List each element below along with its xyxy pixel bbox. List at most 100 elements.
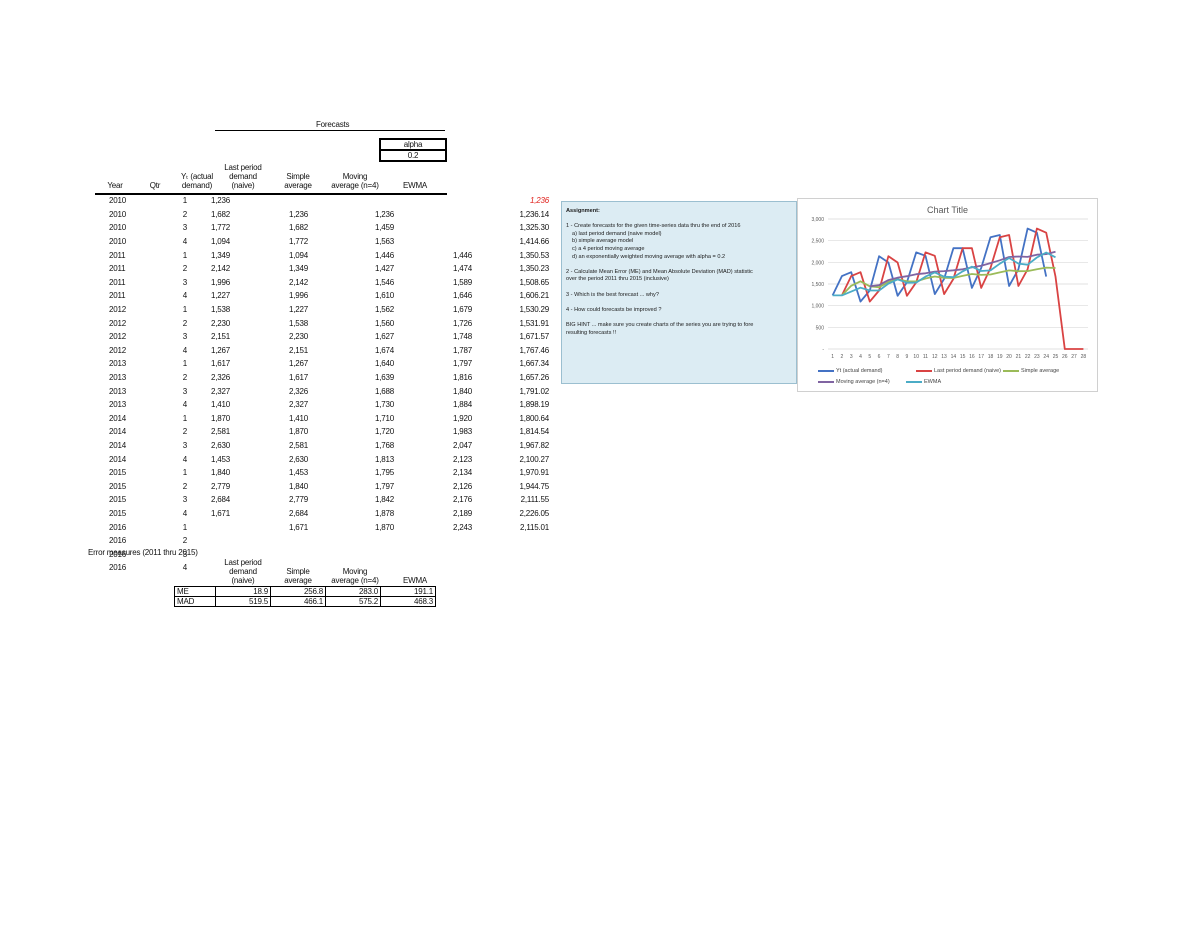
cell-ewma[interactable] xyxy=(503,547,549,561)
cell-simple[interactable]: 1,446 xyxy=(375,250,395,260)
cell-actual[interactable]: 1,772 xyxy=(211,223,231,233)
error-ma-cell[interactable]: 575.2 xyxy=(325,596,381,607)
cell-qtr[interactable]: 3 xyxy=(182,223,187,233)
cell-year[interactable]: 2015 xyxy=(109,508,126,518)
cell-simple[interactable]: 1,842 xyxy=(375,495,395,505)
cell-simple[interactable]: 1,459 xyxy=(375,223,395,233)
cell-actual[interactable]: 1,349 xyxy=(211,250,231,260)
cell-year[interactable]: 2012 xyxy=(109,345,126,355)
cell-ewma[interactable]: 1,814.54 xyxy=(519,427,549,437)
cell-ewma[interactable]: 1,667.34 xyxy=(519,359,549,369)
cell-naive[interactable]: 1,410 xyxy=(289,413,309,423)
cell-qtr[interactable]: 3 xyxy=(182,440,187,450)
cell-simple[interactable]: 1,797 xyxy=(375,481,395,491)
cell-simple[interactable]: 1,562 xyxy=(375,305,395,315)
cell-ma[interactable]: 2,134 xyxy=(453,468,473,478)
cell-simple[interactable]: 1,720 xyxy=(375,427,395,437)
error-simple-cell[interactable]: 256.8 xyxy=(270,586,326,597)
cell-naive[interactable]: 1,671 xyxy=(289,522,309,532)
cell-ma[interactable]: 2,189 xyxy=(453,508,473,518)
cell-qtr[interactable]: 1 xyxy=(182,359,187,369)
cell-ma[interactable]: 1,884 xyxy=(453,400,473,410)
cell-ewma[interactable]: 1,325.30 xyxy=(519,223,549,233)
cell-year[interactable]: 2014 xyxy=(109,427,126,437)
cell-ewma[interactable]: 1,898.19 xyxy=(519,400,549,410)
cell-actual[interactable] xyxy=(187,534,259,548)
cell-naive[interactable]: 1,538 xyxy=(289,318,309,328)
cell-qtr[interactable]: 1 xyxy=(182,468,187,478)
cell-simple[interactable]: 1,640 xyxy=(375,359,395,369)
cell-simple[interactable]: 1,610 xyxy=(375,291,395,301)
cell-ewma[interactable]: 1,606.21 xyxy=(519,291,549,301)
cell-actual[interactable]: 2,327 xyxy=(211,386,231,396)
cell-year[interactable]: 2011 xyxy=(109,264,126,274)
cell-actual[interactable]: 1,671 xyxy=(211,508,231,518)
cell-qtr[interactable]: 2 xyxy=(182,481,187,491)
cell-simple[interactable]: 1,674 xyxy=(375,345,395,355)
cell-ma[interactable]: 1,646 xyxy=(453,291,473,301)
cell-ewma[interactable]: 1,967.82 xyxy=(519,440,549,450)
assignment-textbox[interactable]: Assignment: 1 - Create forecasts for the… xyxy=(561,201,797,384)
cell-ma[interactable]: 1,748 xyxy=(453,332,473,342)
cell-ma[interactable]: 1,726 xyxy=(453,318,473,328)
cell-qtr[interactable]: 4 xyxy=(182,563,187,573)
cell-ma[interactable]: 1,816 xyxy=(453,373,473,383)
cell-actual[interactable]: 1,870 xyxy=(211,413,231,423)
cell-actual[interactable]: 1,617 xyxy=(211,359,231,369)
cell-qtr[interactable]: 3 xyxy=(182,549,187,559)
cell-ewma[interactable]: 1,800.64 xyxy=(519,413,549,423)
cell-qtr[interactable]: 1 xyxy=(182,196,187,206)
cell-actual[interactable]: 1,682 xyxy=(211,209,231,219)
cell-simple[interactable]: 1,688 xyxy=(375,386,395,396)
cell-simple[interactable]: 1,870 xyxy=(375,522,395,532)
cell-naive[interactable] xyxy=(259,534,345,548)
cell-qtr[interactable]: 4 xyxy=(182,400,187,410)
cell-actual[interactable]: 1,453 xyxy=(211,454,231,464)
cell-qtr[interactable]: 2 xyxy=(182,373,187,383)
cell-ewma[interactable]: 2,115.01 xyxy=(520,522,549,532)
cell-naive[interactable] xyxy=(259,547,345,561)
cell-qtr[interactable]: 2 xyxy=(182,536,187,546)
cell-actual[interactable]: 2,151 xyxy=(211,332,231,342)
cell-naive[interactable]: 2,151 xyxy=(289,345,309,355)
cell-ma[interactable]: 1,474 xyxy=(453,264,473,274)
cell-ma[interactable] xyxy=(427,534,503,548)
cell-year[interactable]: 2014 xyxy=(109,440,126,450)
cell-ewma[interactable]: 1,236 xyxy=(529,196,549,206)
cell-year[interactable]: 2016 xyxy=(109,549,126,559)
cell-ma[interactable]: 2,243 xyxy=(453,522,473,532)
cell-naive[interactable]: 2,581 xyxy=(289,440,309,450)
cell-ma[interactable]: 1,679 xyxy=(453,305,473,315)
cell-year[interactable]: 2013 xyxy=(109,400,126,410)
cell-simple[interactable]: 1,563 xyxy=(375,237,395,247)
cell-naive[interactable]: 2,630 xyxy=(289,454,309,464)
cell-year[interactable]: 2016 xyxy=(109,536,126,546)
cell-qtr[interactable]: 3 xyxy=(182,332,187,342)
cell-year[interactable]: 2010 xyxy=(109,223,126,233)
cell-naive[interactable]: 1,227 xyxy=(289,305,309,315)
cell-ma[interactable]: 2,047 xyxy=(453,440,473,450)
cell-naive[interactable]: 1,453 xyxy=(289,468,309,478)
cell-simple[interactable]: 1,730 xyxy=(375,400,395,410)
cell-naive[interactable]: 2,326 xyxy=(289,386,309,396)
cell-naive[interactable]: 1,996 xyxy=(289,291,309,301)
cell-qtr[interactable]: 3 xyxy=(182,277,187,287)
cell-ma[interactable]: 1,589 xyxy=(453,277,473,287)
cell-naive[interactable]: 2,230 xyxy=(289,332,309,342)
cell-year[interactable]: 2013 xyxy=(109,386,126,396)
cell-simple[interactable] xyxy=(345,547,427,561)
cell-actual[interactable]: 1,410 xyxy=(211,400,231,410)
cell-naive[interactable]: 1,617 xyxy=(289,373,309,383)
cell-actual[interactable]: 2,581 xyxy=(211,427,231,437)
error-simple-cell[interactable]: 466.1 xyxy=(270,596,326,607)
cell-actual[interactable]: 2,630 xyxy=(211,440,231,450)
cell-year[interactable]: 2012 xyxy=(109,332,126,342)
cell-simple[interactable]: 1,878 xyxy=(375,508,395,518)
cell-simple[interactable]: 1,236 xyxy=(375,209,395,219)
cell-simple[interactable]: 1,710 xyxy=(375,413,395,423)
cell-actual[interactable] xyxy=(187,520,259,534)
cell-actual[interactable]: 2,142 xyxy=(211,264,231,274)
cell-qtr[interactable]: 1 xyxy=(182,250,187,260)
cell-ewma[interactable]: 1,657.26 xyxy=(519,373,549,383)
cell-year[interactable]: 2010 xyxy=(109,237,126,247)
